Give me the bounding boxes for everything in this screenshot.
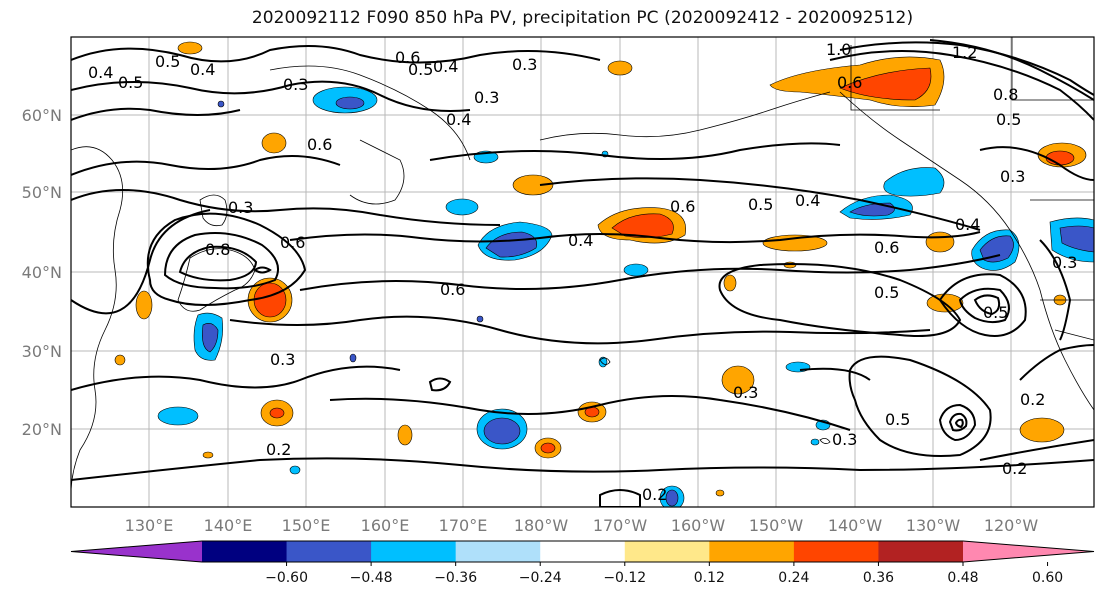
contour-label: 0.4 [446, 110, 471, 129]
colorbar-tick-label: −0.12 [603, 570, 646, 586]
colorbar-bin [286, 541, 372, 562]
lon-label: 130°W [906, 516, 961, 535]
lat-label: 30°N [22, 342, 62, 361]
contour-label: 1.2 [952, 43, 977, 62]
lon-label: 150°W [749, 516, 804, 535]
contour-label: 0.5 [155, 52, 180, 71]
colorbar-bin [793, 541, 879, 562]
contour-label: 0.6 [670, 197, 695, 216]
contour-label: 0.3 [228, 198, 253, 217]
colorbar: −0.60 −0.48 −0.36 −0.24 −0.12 0.12 0.24 0.36 0.4… [70, 540, 1095, 586]
lon-label: 180°W [514, 516, 569, 535]
contour-label: 0.5 [885, 410, 910, 429]
contour-label: 0.5 [408, 60, 433, 79]
colorbar-bin [624, 541, 710, 562]
lon-label: 170°E [439, 516, 488, 535]
colorbar-tick-label: 0.60 [1032, 570, 1063, 586]
lat-label: 50°N [22, 183, 62, 202]
lon-label: 140°E [204, 516, 253, 535]
map-frame [70, 36, 1095, 508]
map-title: 2020092112 F090 850 hPa PV, precipitatio… [251, 8, 914, 28]
lat-label: 40°N [22, 263, 62, 282]
contour-label: 0.5 [874, 283, 899, 302]
precipitation-patches [114, 41, 1094, 507]
contour-label: 0.6 [307, 135, 332, 154]
latitude-labels: 60°N 50°N 40°N 30°N 20°N [22, 106, 62, 439]
lat-label: 20°N [22, 420, 62, 439]
contour-label: 0.3 [512, 55, 537, 74]
contour-label: 0.8 [205, 240, 230, 259]
colorbar-bin [455, 541, 541, 562]
lon-label: 150°E [282, 516, 331, 535]
contour-label: 0.2 [1020, 390, 1045, 409]
contour-label: 0.4 [568, 231, 593, 250]
colorbar-outline [70, 540, 1095, 563]
contour-label: 0.2 [642, 485, 667, 504]
contour-label: 0.4 [88, 63, 113, 82]
colorbar-bin [878, 541, 964, 562]
lon-label: 140°W [828, 516, 883, 535]
lon-label: 170°W [593, 516, 648, 535]
lon-label: 120°W [984, 516, 1039, 535]
colorbar-extend-high [963, 541, 1094, 562]
contour-label: 0.3 [1000, 167, 1025, 186]
contour-label: 0.6 [440, 280, 465, 299]
contour-label: 0.5 [118, 73, 143, 92]
colorbar-tick-label: −0.48 [350, 570, 393, 586]
colorbar-bin [371, 541, 457, 562]
colorbar-bin [540, 541, 626, 562]
contour-label: 0.3 [1052, 253, 1077, 272]
contour-label: 0.4 [433, 57, 458, 76]
lat-label: 60°N [22, 106, 62, 125]
contour-label: 0.3 [270, 350, 295, 369]
contour-label: 0.6 [280, 233, 305, 252]
colorbar-tick-label: 0.36 [863, 570, 894, 586]
contour-label: 0.3 [733, 383, 758, 402]
colorbar-bin [709, 541, 795, 562]
contour-label: 0.3 [832, 430, 857, 449]
contour-label: 0.3 [474, 88, 499, 107]
contour-label: 0.2 [266, 440, 291, 459]
colorbar-tick-label: 0.24 [778, 570, 809, 586]
contour-label: 0.4 [795, 191, 820, 210]
contour-label: 0.6 [395, 48, 420, 67]
colorbar-tick-label: 0.12 [694, 570, 725, 586]
colorbar-bin [202, 541, 288, 562]
contour-label: 0.8 [993, 85, 1018, 104]
contour-label: 0.4 [190, 60, 215, 79]
contour-label: 1.0 [826, 40, 851, 59]
colorbar-extend-low [71, 541, 202, 562]
contour-label: 0.5 [748, 195, 773, 214]
contour-label: 0.5 [983, 303, 1008, 322]
colorbar-tick-label: −0.60 [265, 570, 308, 586]
lon-label: 160°W [671, 516, 726, 535]
colorbar-tick-label: −0.24 [519, 570, 562, 586]
contour-label: 0.3 [283, 75, 308, 94]
colorbar-tick-label: 0.48 [947, 570, 978, 586]
contour-label: 0.2 [1002, 459, 1027, 478]
contour-label: 0.5 [996, 110, 1021, 129]
contour-label: 0.6 [874, 238, 899, 257]
contour-label: 0.4 [955, 215, 980, 234]
contour-label: 0.6 [837, 73, 862, 92]
longitude-labels: 130°E 140°E 150°E 160°E 170°E 180°W 170°… [125, 516, 1039, 535]
pv-contours [71, 39, 1094, 507]
contour-labels: 0.4 0.5 0.4 0.3 0.5 0.6 0.4 0.3 0.5 0.3 … [88, 40, 1077, 504]
lon-label: 130°E [125, 516, 174, 535]
lon-label: 160°E [361, 516, 410, 535]
colorbar-tick-label: −0.36 [434, 570, 477, 586]
